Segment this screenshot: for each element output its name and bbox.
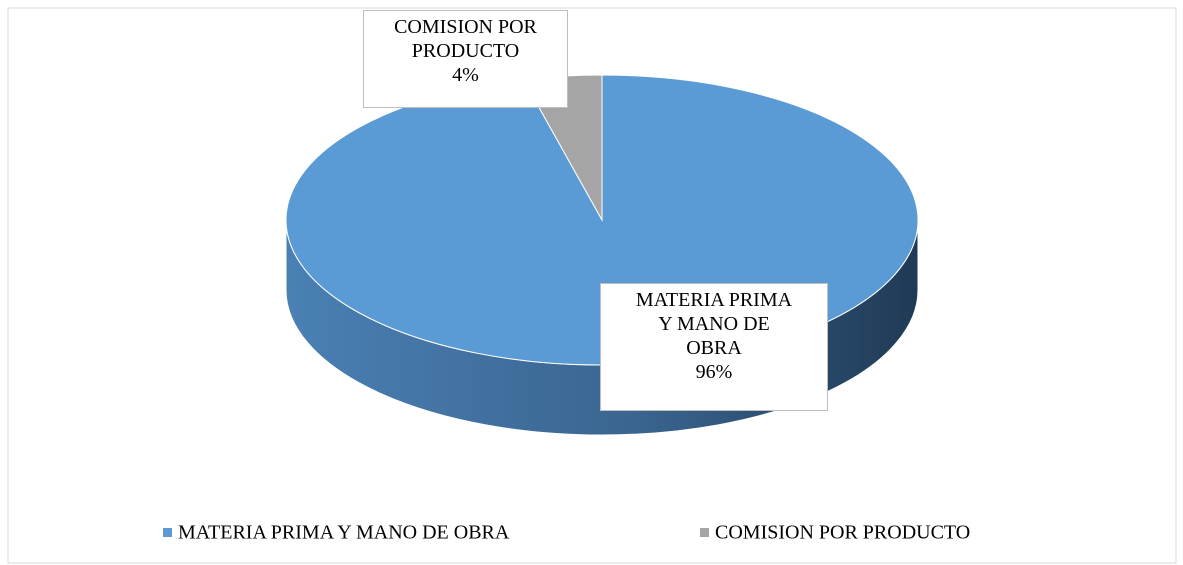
legend-label: MATERIA PRIMA Y MANO DE OBRA bbox=[178, 522, 510, 544]
data-label-category: MATERIA PRIMA Y MANO DE OBRA bbox=[635, 289, 793, 359]
data-label-value: 4% bbox=[452, 64, 479, 86]
chart-border bbox=[7, 7, 1177, 564]
legend-swatch bbox=[700, 528, 709, 537]
legend-swatch bbox=[163, 528, 172, 537]
data-label-category: COMISION POR PRODUCTO bbox=[394, 16, 537, 62]
data-label: COMISION POR PRODUCTO 4% bbox=[363, 10, 568, 108]
data-label: MATERIA PRIMA Y MANO DE OBRA 96% bbox=[600, 283, 828, 411]
legend-label: COMISION POR PRODUCTO bbox=[715, 522, 970, 544]
data-label-value: 96% bbox=[695, 361, 733, 383]
